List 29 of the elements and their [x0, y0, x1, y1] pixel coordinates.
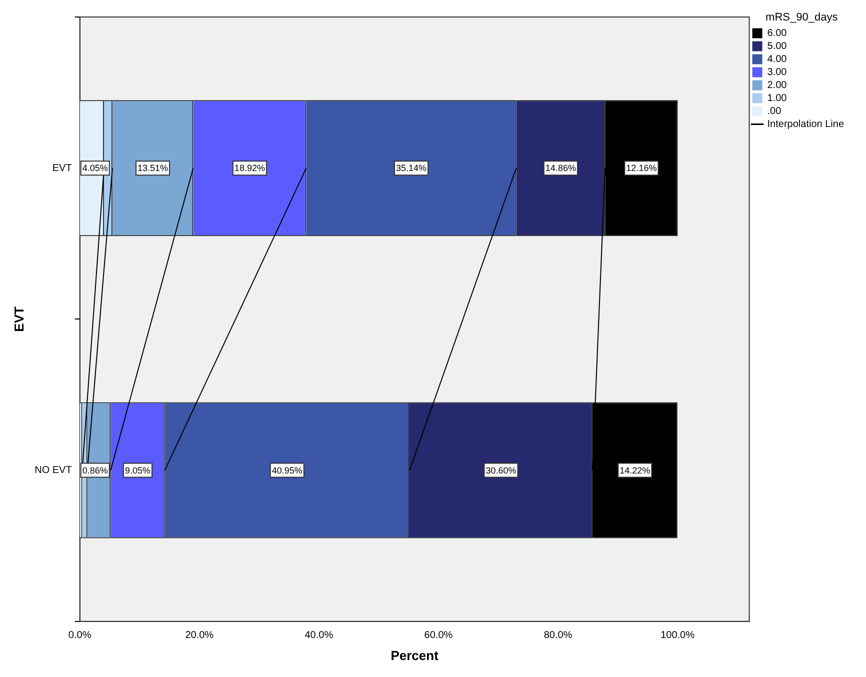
x-tick-label: 100.0% [660, 630, 695, 642]
legend-label: .00 [767, 106, 782, 117]
data-label: 18.92% [234, 163, 265, 174]
data-label: 14.22% [620, 465, 650, 476]
legend-label: 6.00 [767, 28, 788, 39]
data-label: 40.95% [272, 465, 302, 476]
legend-label: 2.00 [767, 80, 788, 91]
data-label: 30.60% [486, 465, 516, 476]
data-label: 4.05% [82, 163, 108, 174]
data-label: 0.86% [82, 465, 108, 476]
legend-label: 5.00 [767, 40, 788, 52]
data-label: 13.51% [138, 163, 168, 174]
legend-title: mRS_90_days [766, 12, 838, 24]
data-label: 9.05% [124, 465, 150, 476]
x-tick-label: 80.0% [544, 630, 572, 642]
text: Interpolation Line [767, 118, 844, 130]
x-tick-label: 60.0% [424, 630, 453, 642]
y-axis-title: EVT [11, 306, 26, 332]
legend-label: 4.00 [767, 54, 788, 65]
x-tick-label: 20.0% [185, 630, 214, 642]
x-tick-label: 40.0% [304, 630, 334, 642]
data-label: 12.16% [626, 163, 657, 174]
data-label: 14.86% [545, 163, 576, 174]
x-tick-label: 0.0% [68, 630, 92, 642]
legend-label: 1.00 [767, 92, 788, 104]
y-tick-label: NO EVT [34, 465, 72, 476]
legend-label: 3.00 [767, 66, 788, 78]
x-axis-title: Percent [390, 648, 440, 663]
data-label: 35.14% [396, 163, 427, 174]
